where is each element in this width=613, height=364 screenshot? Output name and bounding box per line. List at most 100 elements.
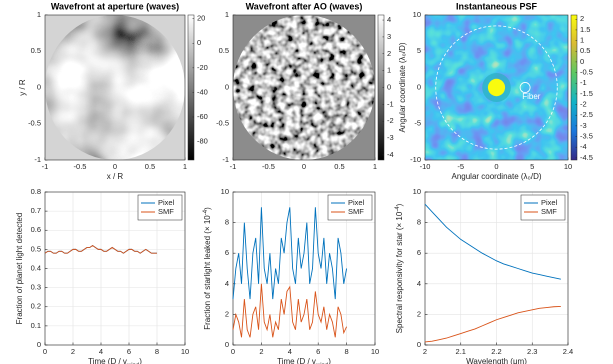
y-tick-label: 5 xyxy=(417,46,421,55)
x-axis-label: Time (D / vwind) xyxy=(277,357,331,364)
x-axis-label: Angular coordinate (λ₀/D) xyxy=(451,172,541,181)
label-suffix: ) xyxy=(139,357,142,364)
legend-label: Pixel xyxy=(158,198,175,207)
x-tick-label: 0 xyxy=(231,347,235,356)
x-tick-label: 10 xyxy=(371,347,379,356)
y-tick-label: 2 xyxy=(225,309,229,318)
axes-box xyxy=(232,14,376,161)
colorbar-tick-label: -60 xyxy=(197,112,208,121)
y-tick-label: 4 xyxy=(417,279,421,288)
x-tick-label: 2 xyxy=(259,347,263,356)
y-tick-label: 0.1 xyxy=(31,321,41,330)
x-axis-label: Time (D / vwind) xyxy=(88,357,142,364)
label-subscript: wind xyxy=(126,363,139,364)
colorbar-tick-label: -4.5 xyxy=(580,153,593,162)
y-tick-label: 0 xyxy=(225,82,229,91)
colorbar-tick-label: -40 xyxy=(197,87,208,96)
x-tick-label: 0.5 xyxy=(334,162,344,171)
chart-title: Wavefront at aperture (waves) xyxy=(51,1,179,11)
x-tick-label: 10 xyxy=(181,347,189,356)
label-text: Time (D / v xyxy=(277,357,316,364)
y-axis-label: y / R xyxy=(18,79,27,96)
y-tick-label: 0.6 xyxy=(31,225,41,234)
colorbar-tick-label: -20 xyxy=(197,63,208,72)
series-line xyxy=(232,207,348,300)
y-tick-label: 2 xyxy=(417,309,421,318)
x-tick-label: 2 xyxy=(71,347,75,356)
colorbar-tick-label: -4 xyxy=(580,142,587,151)
y-axis-label: Spectral responsivity for star (× 10-4) xyxy=(395,203,405,333)
y-tick-label: -0.5 xyxy=(216,119,229,128)
y-tick-label: 1 xyxy=(225,10,229,19)
control-region xyxy=(435,25,558,150)
label-suffix: ) xyxy=(395,203,404,206)
x-tick-label: 2.3 xyxy=(527,347,537,356)
colorbar xyxy=(570,14,578,161)
chart-title: Instantaneous PSF xyxy=(456,1,538,11)
x-axis-label: Wavelength (μm) xyxy=(466,357,527,364)
y-tick-label: 6 xyxy=(225,248,229,257)
colorbar-tick-label: -2.5 xyxy=(580,110,593,119)
colorbar-tick-label: -2 xyxy=(580,100,587,109)
colorbar-tick-label: -2 xyxy=(387,116,394,125)
x-tick-label: -0.5 xyxy=(74,162,87,171)
x-tick-label: 8 xyxy=(155,347,159,356)
label-text: Time (D / v xyxy=(88,357,127,364)
y-tick-label: 0.5 xyxy=(31,46,41,55)
axes-box xyxy=(44,191,186,346)
legend-label: SMF xyxy=(541,207,557,216)
x-tick-label: -0.5 xyxy=(262,162,275,171)
x-tick-label: 2.1 xyxy=(456,347,466,356)
x-axis-label: x / R xyxy=(107,172,124,181)
y-tick-label: 0.2 xyxy=(31,302,41,311)
series-line xyxy=(424,305,561,343)
y-tick-label: 0 xyxy=(417,340,421,349)
axes-box xyxy=(44,14,186,161)
colorbar-tick-label: 4 xyxy=(387,15,391,24)
y-tick-label: -0.5 xyxy=(28,119,41,128)
legend xyxy=(137,194,183,221)
psf-core xyxy=(487,78,506,97)
y-tick-label: 1 xyxy=(37,10,41,19)
legend-label: SMF xyxy=(348,207,364,216)
legend xyxy=(327,194,373,221)
y-tick-label: -1 xyxy=(34,155,41,164)
colorbar-tick-label: 0.5 xyxy=(580,46,590,55)
y-axis-label: Angular coordinate (λ₀/D) xyxy=(398,42,407,132)
colorbar-tick-label: -1.5 xyxy=(580,89,593,98)
colorbar-tick-label: 0 xyxy=(197,38,201,47)
y-tick-label: 8 xyxy=(225,218,229,227)
x-tick-label: 0 xyxy=(302,162,306,171)
y-tick-label: 0.5 xyxy=(31,244,41,253)
label-suffix: ) xyxy=(328,357,331,364)
y-tick-label: 10 xyxy=(221,187,229,196)
chart-title: Wavefront after AO (waves) xyxy=(246,1,363,11)
colorbar-tick-label: -0.5 xyxy=(580,68,593,77)
label-superscript: -4 xyxy=(395,206,401,212)
legend-label: SMF xyxy=(158,207,174,216)
x-tick-label: 5 xyxy=(530,162,534,171)
x-tick-label: 1 xyxy=(373,162,377,171)
y-tick-label: 0 xyxy=(37,82,41,91)
y-tick-label: 0 xyxy=(37,340,41,349)
fiber xyxy=(519,82,531,93)
colorbar-tick-label: 1 xyxy=(580,36,584,45)
series-line xyxy=(232,283,348,338)
x-tick-label: 2.2 xyxy=(491,347,501,356)
image xyxy=(233,15,375,160)
colorbar-tick-label: 0 xyxy=(387,82,391,91)
y-tick-label: -10 xyxy=(410,155,421,164)
legend xyxy=(520,194,566,221)
x-tick-label: -1 xyxy=(42,162,49,171)
label-suffix: ) xyxy=(203,207,212,210)
label-subscript: wind xyxy=(315,363,328,364)
y-tick-label: -5 xyxy=(414,119,421,128)
series-line xyxy=(424,203,561,280)
colorbar-tick-label: -80 xyxy=(197,137,208,146)
y-tick-label: 10 xyxy=(413,10,421,19)
x-tick-label: 1 xyxy=(183,162,187,171)
x-tick-label: 4 xyxy=(288,347,292,356)
colorbar-tick-label: -4 xyxy=(387,150,394,159)
x-tick-label: 0.5 xyxy=(145,162,155,171)
